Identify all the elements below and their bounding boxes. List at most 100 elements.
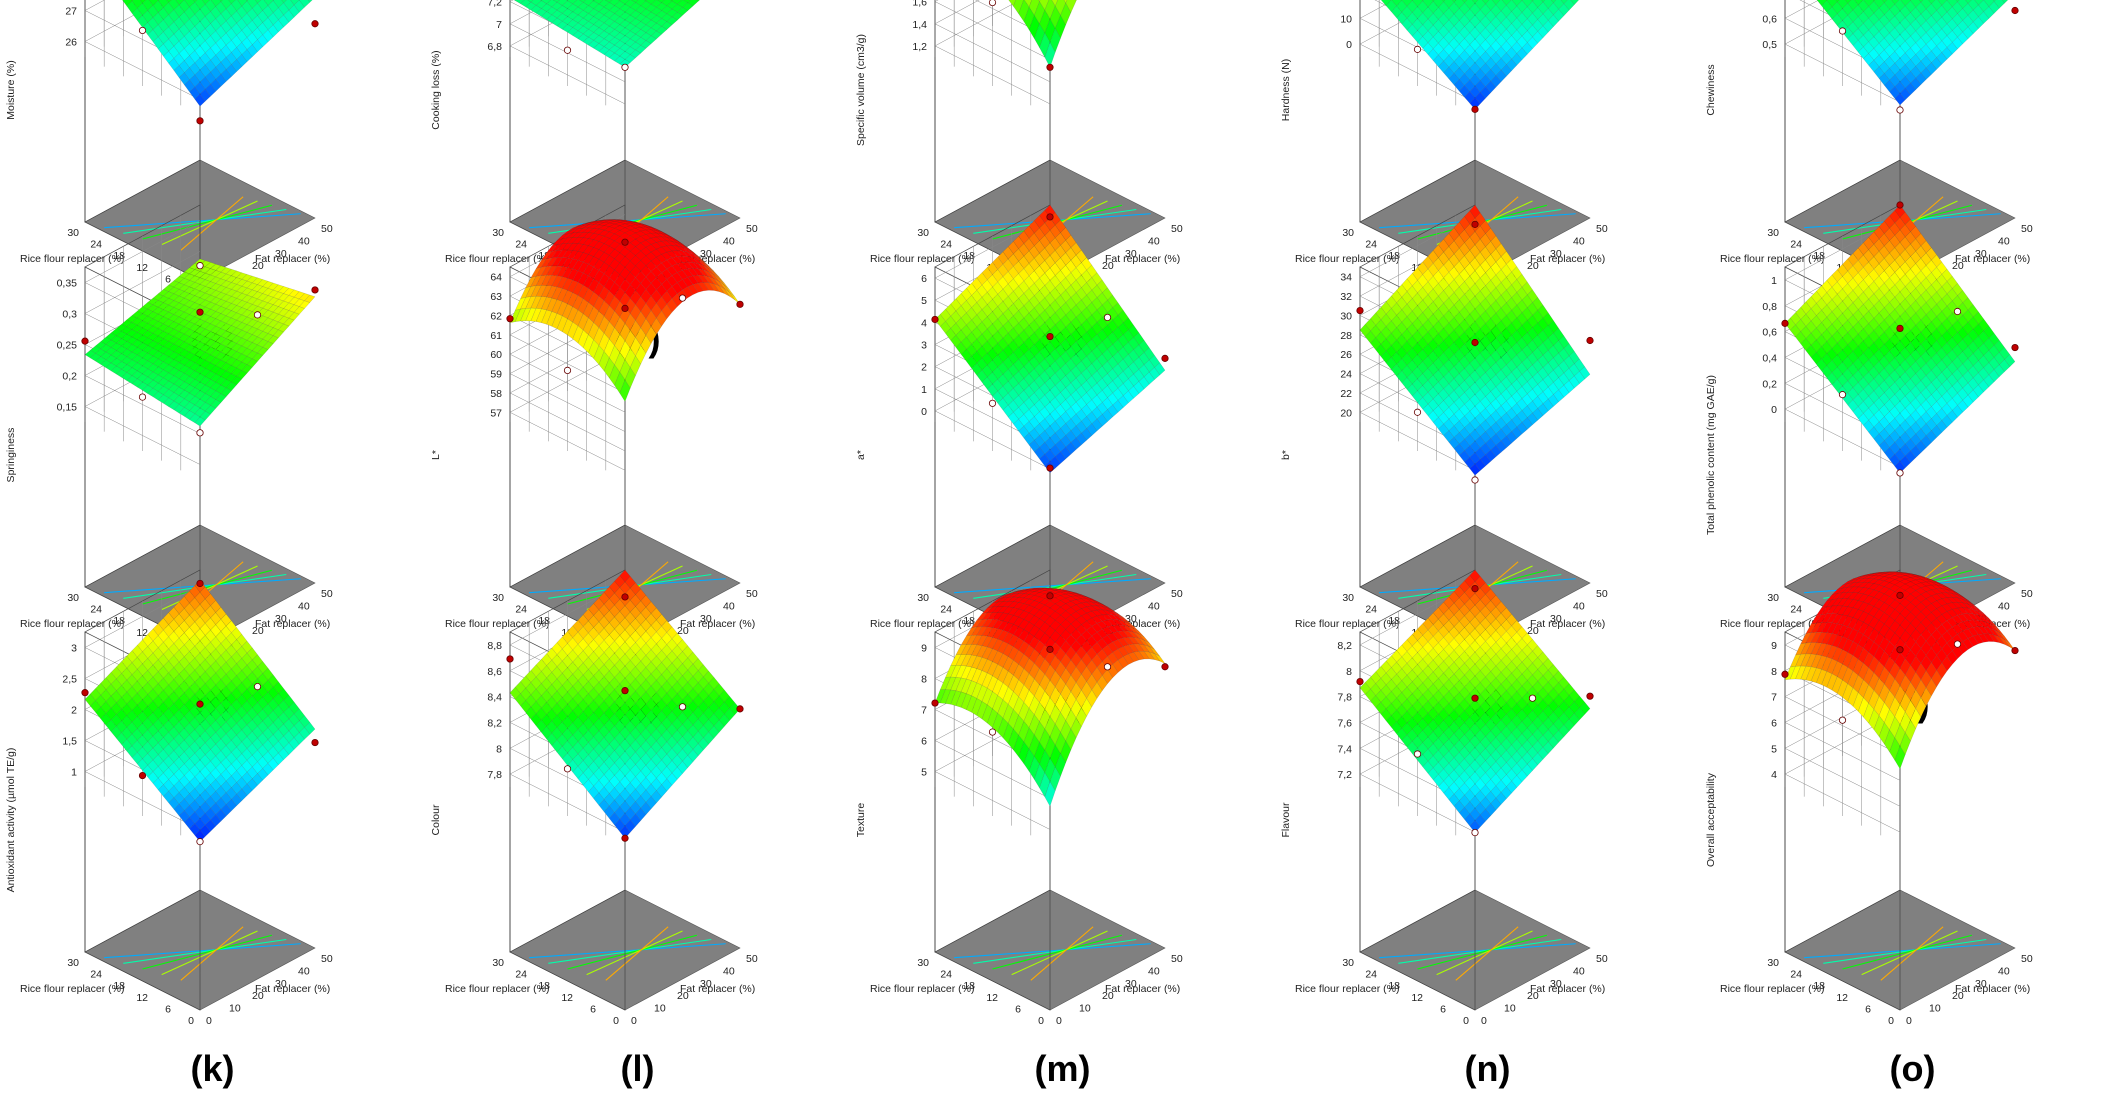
y-axis-label: Rice flour replacer (%) [1720, 253, 1824, 265]
surface-cell [617, 0, 622, 2]
design-point [1896, 106, 1904, 114]
y-tick-label: 30 [492, 592, 504, 604]
surface-cell [591, 0, 595, 2]
x-tick-label: 20 [252, 625, 264, 637]
z-tick-label: 0,5 [1762, 39, 1777, 51]
y-tick-label: 24 [515, 239, 527, 251]
design-point [1161, 354, 1169, 362]
y-axis-label: Rice flour replacer (%) [1295, 618, 1399, 630]
x-tick-label: 20 [1952, 260, 1964, 272]
z-tick-label: 1 [921, 384, 927, 396]
design-point [138, 26, 147, 35]
z-tick-label: 10 [1340, 13, 1352, 25]
y-tick-label: 24 [940, 604, 952, 616]
z-tick-label: 4 [921, 317, 927, 329]
surface-cell [1471, 0, 1479, 4]
z-tick-label: 0 [1346, 39, 1352, 51]
z-tick-label: 63 [490, 291, 502, 303]
surface-cell [307, 0, 313, 3]
z-tick-label: 30 [1340, 310, 1352, 322]
design-point [138, 393, 147, 401]
y-axis-label: Rice flour replacer (%) [445, 253, 549, 265]
floor-contour [142, 204, 273, 240]
x-tick-label: 50 [746, 588, 758, 600]
x-tick-label: 30 [1550, 248, 1562, 260]
y-tick-label: 30 [917, 592, 929, 604]
x-tick-label: 50 [1596, 223, 1608, 235]
design-point [196, 429, 204, 437]
x-tick-label: 20 [1527, 260, 1539, 272]
z-tick-label: 0,6 [1762, 13, 1777, 25]
z-tick-label: 0,3 [62, 309, 77, 321]
y-axis-label: Rice flour replacer (%) [870, 253, 974, 265]
surface-cell [281, 0, 287, 4]
x-tick-label: 50 [746, 223, 758, 235]
response-surface [1380, 0, 1579, 110]
surface-cell [1955, 0, 1960, 3]
y-tick-label: 18 [1388, 615, 1400, 627]
surface-cell [1421, 0, 1424, 2]
x-tick-label: 40 [1573, 600, 1585, 612]
y-tick-label: 18 [1388, 250, 1400, 262]
response-surface [1816, 0, 2009, 106]
design-point [1471, 476, 1479, 484]
z-tick-label: 5 [921, 295, 927, 307]
design-point [1356, 306, 1364, 315]
design-point [1103, 313, 1112, 322]
z-axis-label: Specific volume (cm3/g) [855, 34, 867, 146]
design-point [1413, 45, 1422, 53]
surface-cell [1992, 0, 1996, 2]
x-tick-label: 20 [1527, 625, 1539, 637]
y-tick-label: 24 [1365, 239, 1377, 251]
z-tick-label: 0,25 [57, 340, 78, 352]
y-tick-label: 24 [90, 239, 102, 251]
y-tick-label: 30 [67, 227, 79, 239]
surface-cell [1461, 0, 1468, 4]
back-wall-left [509, 266, 626, 646]
z-axis-label: Springiness [5, 428, 17, 483]
response-surface [1359, 204, 1591, 476]
x-tick-label: 30 [275, 613, 287, 625]
x-axis-label: Fat replacer (%) [255, 618, 330, 630]
surface-cell [1044, 42, 1056, 68]
x-axis-label: Fat replacer (%) [1530, 618, 1605, 630]
y-tick-label: 24 [90, 604, 102, 616]
z-tick-label: 64 [490, 272, 502, 284]
design-point [311, 286, 319, 294]
y-tick-label: 30 [492, 227, 504, 239]
z-tick-label: 58 [490, 388, 502, 400]
x-tick-label: 30 [700, 613, 712, 625]
z-tick-label: 22 [1340, 388, 1352, 400]
z-tick-label: 28 [1340, 330, 1352, 342]
x-tick-label: 30 [1125, 613, 1137, 625]
z-tick-label: 26 [1340, 349, 1352, 361]
wall-grid-line [934, 0, 1051, 105]
wall-grid-line [934, 0, 1051, 60]
z-tick-label: 1,2 [912, 41, 927, 53]
y-axis-label: Rice flour replacer (%) [20, 253, 124, 265]
x-tick-label: 30 [1975, 248, 1987, 260]
surface-cell [166, 0, 172, 3]
z-tick-label: 7,2 [487, 0, 502, 9]
x-tick-label: 30 [1125, 248, 1137, 260]
response-surface [509, 219, 741, 402]
x-tick-label: 50 [1171, 588, 1183, 600]
x-tick-label: 30 [1550, 613, 1562, 625]
wall-grid-line [1784, 0, 1901, 77]
z-tick-label: 24 [1340, 369, 1352, 381]
z-tick-label: 61 [490, 330, 502, 342]
z-tick-label: 57 [490, 407, 502, 419]
design-point [253, 311, 262, 319]
z-tick-label: 26 [65, 37, 77, 49]
design-point [931, 315, 939, 324]
y-tick-label: 18 [1813, 250, 1825, 262]
x-axis-label: Fat replacer (%) [1530, 253, 1605, 265]
floor-contour [123, 208, 287, 234]
x-tick-label: 40 [1998, 235, 2010, 247]
floor-contour [142, 569, 273, 605]
z-tick-label: 1,6 [912, 0, 927, 9]
x-tick-label: 30 [275, 248, 287, 260]
design-point [196, 262, 204, 270]
design-point [1046, 332, 1054, 341]
